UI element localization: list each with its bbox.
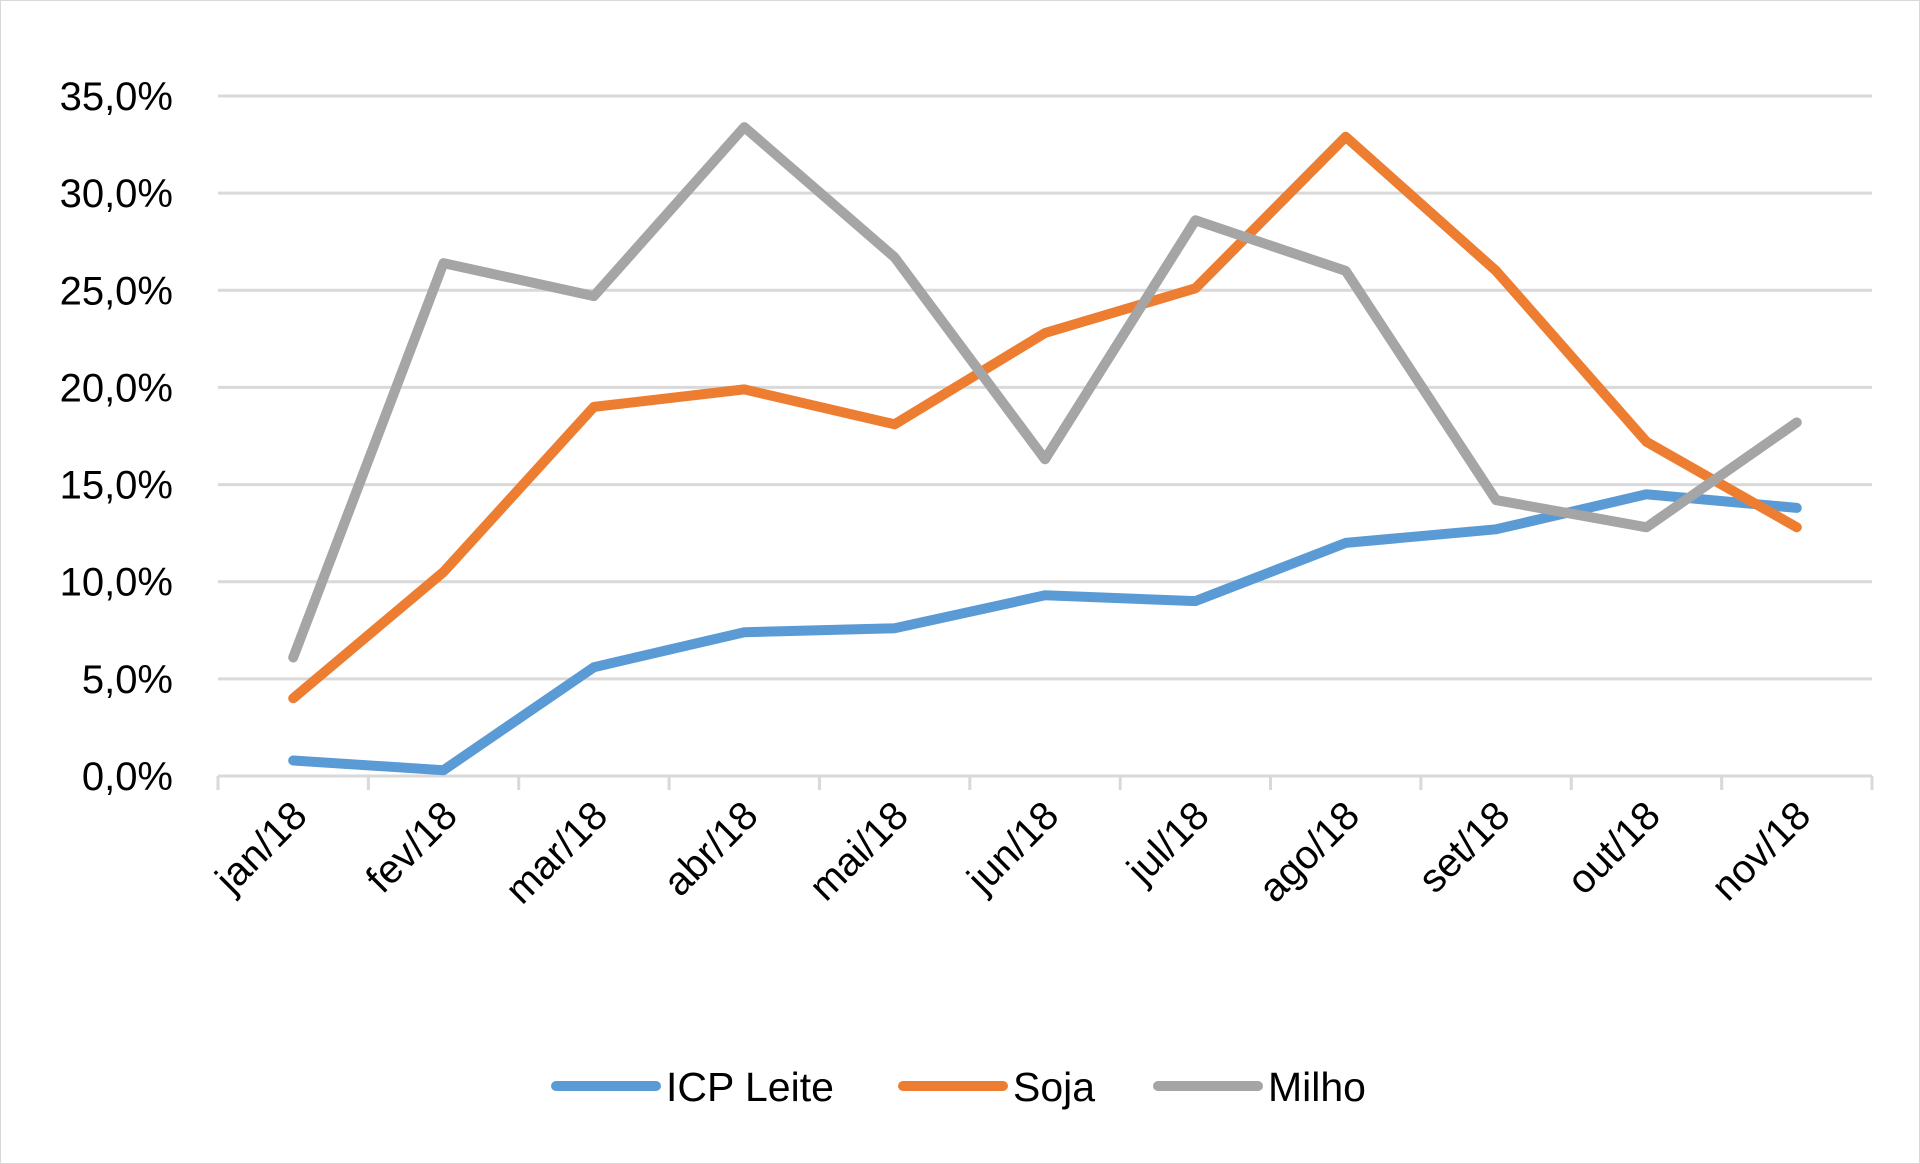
y-tick-label: 0,0%: [82, 755, 173, 799]
x-axis-tick-labels: jan/18 fev/18 mar/18 abr/18 mai/18 jun/18 jul/…: [207, 793, 1820, 912]
x-tick-label: mai/18: [801, 793, 917, 909]
series-lines: [288, 122, 1802, 776]
legend-label-icp-leite: ICP Leite: [666, 1064, 834, 1110]
x-tick-label: mar/18: [497, 793, 616, 912]
y-tick-label: 25,0%: [60, 269, 173, 313]
y-tick-label: 35,0%: [60, 75, 173, 119]
y-tick-label: 30,0%: [60, 172, 173, 216]
y-axis-tick-labels: 0,0% 5,0% 10,0% 15,0% 20,0% 25,0% 30,0% 35,0%: [60, 75, 173, 799]
series-line-soja: [288, 131, 1802, 704]
y-tick-label: 10,0%: [60, 561, 173, 605]
series-line-icp-leite: [288, 489, 1802, 776]
y-tick-label: 20,0%: [60, 366, 173, 410]
x-tick-label: nov/18: [1703, 793, 1819, 909]
x-tick-label: jan/18: [207, 793, 316, 902]
x-tick-label: fev/18: [358, 793, 466, 901]
x-tick-label: ago/18: [1250, 793, 1368, 911]
y-tick-label: 5,0%: [82, 658, 173, 702]
x-tick-label: out/18: [1559, 793, 1669, 903]
x-tick-label: abr/18: [655, 793, 766, 904]
x-tick-label: set/18: [1410, 793, 1518, 901]
y-tick-label: 15,0%: [60, 464, 173, 508]
legend-label-soja: Soja: [1013, 1064, 1095, 1110]
series-line-milho: [288, 122, 1802, 663]
x-axis: [216, 774, 1874, 790]
x-tick-label: jun/18: [958, 793, 1067, 902]
legend: ICP Leite Soja Milho: [551, 1064, 1366, 1110]
x-tick-label: jul/18: [1118, 793, 1217, 892]
gridlines: [218, 94, 1872, 681]
legend-label-milho: Milho: [1268, 1064, 1366, 1110]
